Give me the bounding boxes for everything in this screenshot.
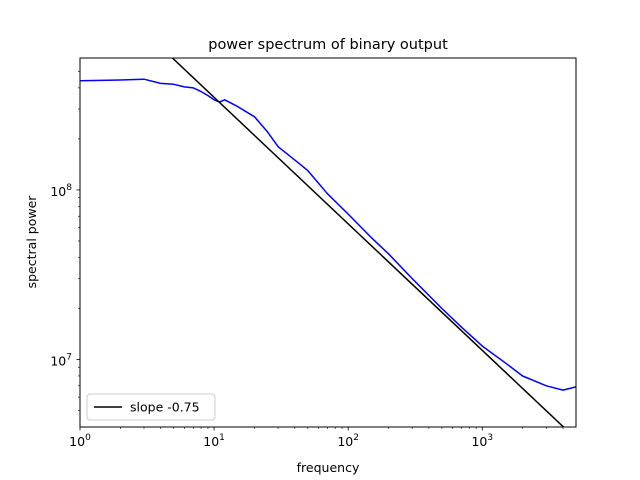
chart-title: power spectrum of binary output (208, 37, 448, 53)
x-tick-label: 102 (337, 433, 359, 449)
x-tick-label: 100 (69, 433, 91, 449)
y-axis-label: spectral power (24, 195, 39, 289)
plot-area (80, 58, 576, 427)
x-axis: 100 101 102 103 (69, 427, 564, 449)
x-tick-label: 103 (471, 433, 493, 449)
series-line-0 (80, 78, 576, 391)
series-layer (80, 58, 576, 427)
legend: slope -0.75 (86, 393, 216, 421)
x-tick-label: 101 (203, 433, 225, 449)
plot-frame (79, 57, 577, 428)
x-axis-label: frequency (297, 460, 360, 475)
y-tick-label: 107 (50, 353, 72, 369)
legend-box (86, 393, 216, 421)
y-tick-label: 108 (50, 183, 72, 199)
y-axis: 107 108 (50, 71, 80, 411)
series-line-1 (171, 58, 565, 427)
legend-label-slope: slope -0.75 (130, 400, 200, 415)
